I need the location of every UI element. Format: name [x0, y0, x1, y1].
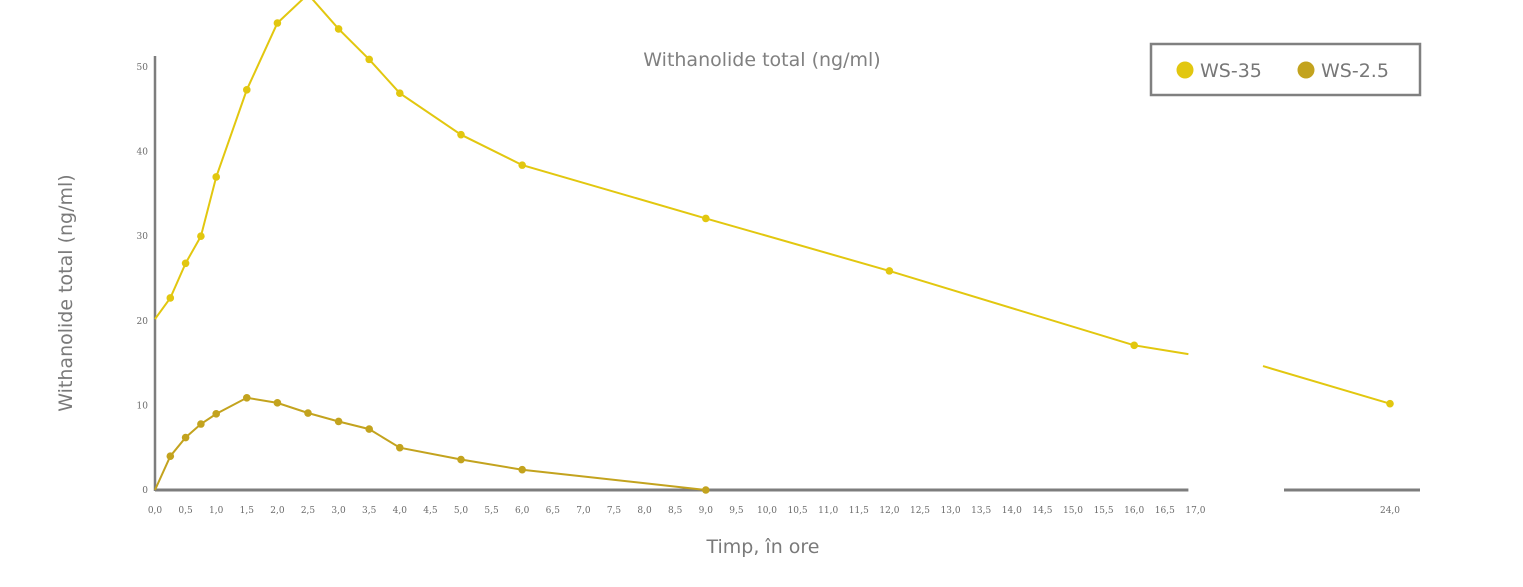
data-point	[1130, 341, 1138, 350]
x-tick-label: 0,0	[148, 506, 163, 516]
data-point	[396, 89, 404, 98]
x-tick-label: 15,0	[1063, 506, 1083, 516]
x-tick-label: 9,5	[729, 506, 744, 516]
data-point	[243, 86, 251, 94]
x-tick-label: 7,0	[576, 506, 591, 516]
x-tick-label: 3,0	[331, 506, 346, 516]
y-tick-label: 50	[137, 63, 149, 73]
y-axis-tick-labels: 010203040506070	[137, 63, 149, 496]
axes	[153, 56, 1420, 492]
legend-box	[1149, 42, 1422, 97]
data-point	[885, 267, 894, 275]
data-point	[197, 420, 205, 428]
x-tick-label: 16,0	[1124, 506, 1144, 516]
data-point	[166, 452, 175, 460]
x-tick-label: 14,5	[1032, 506, 1052, 516]
legend-label-ws-35: WS-35	[1200, 60, 1262, 82]
x-tick-label: 2,0	[270, 506, 285, 516]
x-tick-label: 0,5	[178, 506, 193, 516]
x-tick-label: 13,0	[941, 506, 961, 516]
series-ws-2-5	[154, 393, 710, 494]
x-tick-label: 12,0	[879, 506, 899, 516]
data-point	[334, 417, 343, 426]
series-layer	[154, 0, 1394, 494]
data-point	[304, 409, 312, 417]
x-tick-label: 1,5	[240, 506, 255, 516]
legend-label-ws-2-5: WS-2.5	[1321, 60, 1389, 82]
data-point	[396, 443, 404, 452]
x-tick-label: 11,5	[849, 506, 869, 516]
y-tick-label: 0	[142, 486, 148, 496]
x-tick-label: 4,0	[393, 506, 408, 516]
data-point	[273, 399, 282, 407]
x-tick-label: 5,5	[484, 506, 499, 516]
x-axis-tick-labels: 0,0 0,5 1,0 1,5 2,0 2,5 3,0 3,5 4,0 4,5 5,0 5,5 6,0 6…	[148, 506, 1400, 516]
data-point	[518, 465, 526, 474]
y-tick-label: 40	[137, 148, 149, 158]
x-tick-label: 10,0	[757, 506, 777, 516]
y-tick-label: 10	[137, 401, 149, 411]
chart-title: Withanolide total (ng/ml)	[643, 49, 880, 71]
x-tick-label: 17,0	[1185, 506, 1205, 516]
y-tick-label: 30	[137, 232, 149, 242]
data-point	[457, 130, 465, 139]
series-line	[154, 396, 706, 491]
x-tick-label: 2,5	[301, 506, 316, 516]
data-point	[181, 433, 190, 442]
data-point	[197, 232, 205, 240]
legend-swatch-ws-35	[1176, 61, 1194, 79]
x-tick-label: 6,0	[515, 506, 530, 516]
legend-swatch-ws-2-5	[1297, 61, 1315, 79]
data-point	[518, 161, 526, 169]
x-tick-label: 15,5	[1094, 506, 1114, 516]
x-tick-label: 10,5	[788, 506, 808, 516]
data-point	[365, 425, 374, 433]
x-tick-label: 13,5	[971, 506, 991, 516]
x-tick-label: 9,0	[699, 506, 714, 516]
data-point	[212, 173, 220, 181]
data-point	[273, 19, 282, 27]
x-tick-label: 1,0	[209, 506, 224, 516]
x-tick-label: 7,5	[607, 506, 622, 516]
y-tick-label: 20	[137, 317, 149, 327]
x-tick-label: 5,0	[454, 506, 469, 516]
data-point	[365, 55, 374, 64]
data-point	[166, 294, 175, 302]
data-point	[1386, 399, 1394, 408]
data-point	[702, 486, 710, 494]
data-point	[702, 214, 710, 223]
y-axis-title: Withanolide total (ng/ml)	[55, 174, 77, 411]
x-tick-label: 8,5	[668, 506, 683, 516]
series-line-after-break	[1262, 365, 1391, 405]
x-tick-label: 14,0	[1002, 506, 1022, 516]
data-point	[243, 393, 251, 402]
x-tick-label: 3,5	[362, 506, 377, 516]
series-ws-35	[154, 0, 1394, 408]
data-point	[334, 25, 343, 33]
x-tick-label: 16,5	[1155, 506, 1175, 516]
x-tick-label: 11,0	[818, 506, 838, 516]
data-point	[212, 410, 220, 418]
x-tick-label: 12,5	[910, 506, 930, 516]
x-tick-label: 24,0	[1380, 506, 1400, 516]
x-tick-label: 8,0	[637, 506, 652, 516]
data-point	[457, 455, 465, 464]
legend: WS-35 WS-2.5	[1149, 42, 1422, 97]
x-tick-label: 4,5	[423, 506, 438, 516]
x-axis-title: Timp, în ore	[705, 536, 819, 558]
data-point	[181, 259, 190, 268]
x-tick-label: 6,5	[546, 506, 561, 516]
